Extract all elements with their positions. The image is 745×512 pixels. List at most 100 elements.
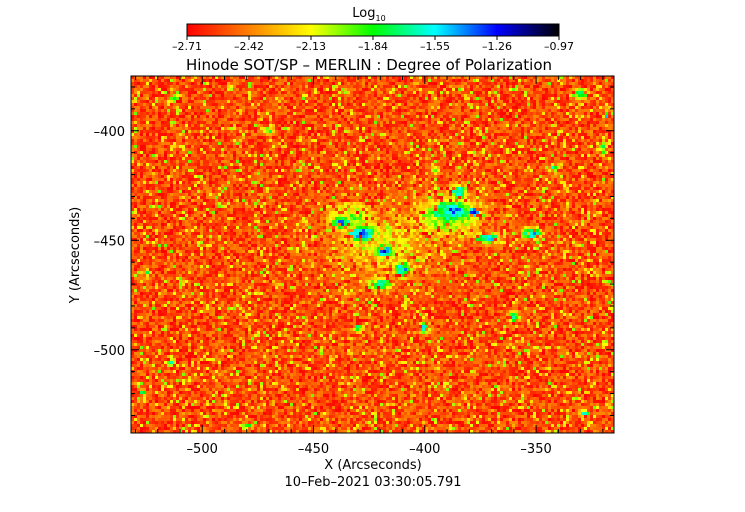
heatmap-cell bbox=[584, 85, 587, 88]
heatmap-cell bbox=[464, 154, 467, 157]
heatmap-cell bbox=[236, 88, 239, 91]
heatmap-cell bbox=[443, 139, 446, 142]
heatmap-cell bbox=[383, 139, 386, 142]
heatmap-cell bbox=[239, 145, 242, 148]
heatmap-cell bbox=[572, 97, 575, 100]
heatmap-cell bbox=[278, 94, 281, 97]
heatmap-cell bbox=[317, 151, 320, 154]
heatmap-cell bbox=[335, 148, 338, 151]
heatmap-cell bbox=[212, 106, 215, 109]
heatmap-cell bbox=[521, 166, 524, 169]
heatmap-cell bbox=[485, 88, 488, 91]
heatmap-cell bbox=[485, 139, 488, 142]
heatmap-cell bbox=[272, 160, 275, 163]
heatmap-cell bbox=[368, 142, 371, 145]
heatmap-cell bbox=[455, 163, 458, 166]
heatmap-cell bbox=[533, 109, 536, 112]
heatmap-cell bbox=[269, 97, 272, 100]
heatmap-cell bbox=[308, 130, 311, 133]
heatmap-cell bbox=[161, 121, 164, 124]
heatmap-cell bbox=[458, 154, 461, 157]
heatmap-cell bbox=[323, 148, 326, 151]
heatmap-cell bbox=[509, 76, 512, 79]
heatmap-cell bbox=[560, 106, 563, 109]
heatmap-cell bbox=[410, 133, 413, 136]
heatmap-cell bbox=[233, 91, 236, 94]
heatmap-cell bbox=[137, 121, 140, 124]
heatmap-cell bbox=[548, 136, 551, 139]
heatmap-cell bbox=[365, 136, 368, 139]
heatmap-cell bbox=[476, 82, 479, 85]
heatmap-cell bbox=[377, 88, 380, 91]
heatmap-cell bbox=[467, 154, 470, 157]
heatmap-cell bbox=[455, 76, 458, 79]
heatmap-cell bbox=[506, 88, 509, 91]
heatmap-cell bbox=[203, 157, 206, 160]
heatmap-cell bbox=[440, 148, 443, 151]
heatmap-cell bbox=[368, 103, 371, 106]
heatmap-cell bbox=[515, 166, 518, 169]
heatmap-cell bbox=[422, 127, 425, 130]
heatmap-cell bbox=[578, 100, 581, 103]
heatmap-cell bbox=[473, 121, 476, 124]
heatmap-cell bbox=[155, 121, 158, 124]
heatmap-cell bbox=[566, 121, 569, 124]
heatmap-cell bbox=[290, 118, 293, 121]
heatmap-cell bbox=[506, 109, 509, 112]
heatmap-cell bbox=[323, 79, 326, 82]
heatmap-cell bbox=[176, 88, 179, 91]
heatmap-cell bbox=[146, 157, 149, 160]
heatmap-cell bbox=[254, 88, 257, 91]
heatmap-cell bbox=[398, 76, 401, 79]
heatmap-cell bbox=[308, 145, 311, 148]
heatmap-cell bbox=[206, 106, 209, 109]
heatmap-cell bbox=[473, 157, 476, 160]
heatmap-cell bbox=[605, 79, 608, 82]
heatmap-cell bbox=[206, 154, 209, 157]
heatmap-cell bbox=[437, 166, 440, 169]
heatmap-cell bbox=[284, 88, 287, 91]
heatmap-cell bbox=[506, 76, 509, 79]
heatmap-cell bbox=[200, 76, 203, 79]
heatmap-cell bbox=[599, 145, 602, 148]
heatmap-cell bbox=[305, 109, 308, 112]
heatmap-cell bbox=[158, 163, 161, 166]
heatmap-cell bbox=[560, 157, 563, 160]
heatmap-cell bbox=[539, 94, 542, 97]
heatmap-cell bbox=[155, 166, 158, 169]
heatmap-cell bbox=[362, 139, 365, 142]
heatmap-cell bbox=[515, 88, 518, 91]
heatmap-cell bbox=[542, 160, 545, 163]
heatmap-cell bbox=[326, 145, 329, 148]
heatmap-cell bbox=[515, 145, 518, 148]
heatmap-cell bbox=[578, 82, 581, 85]
heatmap-cell bbox=[182, 121, 185, 124]
heatmap-cell bbox=[299, 154, 302, 157]
heatmap-cell bbox=[209, 112, 212, 115]
heatmap-cell bbox=[407, 157, 410, 160]
heatmap-cell bbox=[155, 124, 158, 127]
heatmap-cell bbox=[446, 121, 449, 124]
heatmap-cell bbox=[596, 160, 599, 163]
heatmap-cell bbox=[140, 151, 143, 154]
heatmap-cell bbox=[299, 118, 302, 121]
heatmap-cell bbox=[179, 112, 182, 115]
heatmap-cell bbox=[611, 79, 614, 82]
heatmap-cell bbox=[530, 91, 533, 94]
heatmap-cell bbox=[326, 154, 329, 157]
heatmap-cell bbox=[527, 163, 530, 166]
heatmap-cell bbox=[323, 154, 326, 157]
heatmap-cell bbox=[461, 130, 464, 133]
heatmap-cell bbox=[317, 136, 320, 139]
heatmap-cell bbox=[182, 163, 185, 166]
heatmap-cell bbox=[365, 127, 368, 130]
heatmap-cell bbox=[251, 139, 254, 142]
heatmap-cell bbox=[134, 82, 137, 85]
heatmap-cell bbox=[284, 106, 287, 109]
heatmap-cell bbox=[212, 160, 215, 163]
heatmap-cell bbox=[215, 115, 218, 118]
heatmap-cell bbox=[575, 121, 578, 124]
heatmap-cell bbox=[257, 79, 260, 82]
heatmap-cell bbox=[308, 127, 311, 130]
heatmap-cell bbox=[362, 76, 365, 79]
